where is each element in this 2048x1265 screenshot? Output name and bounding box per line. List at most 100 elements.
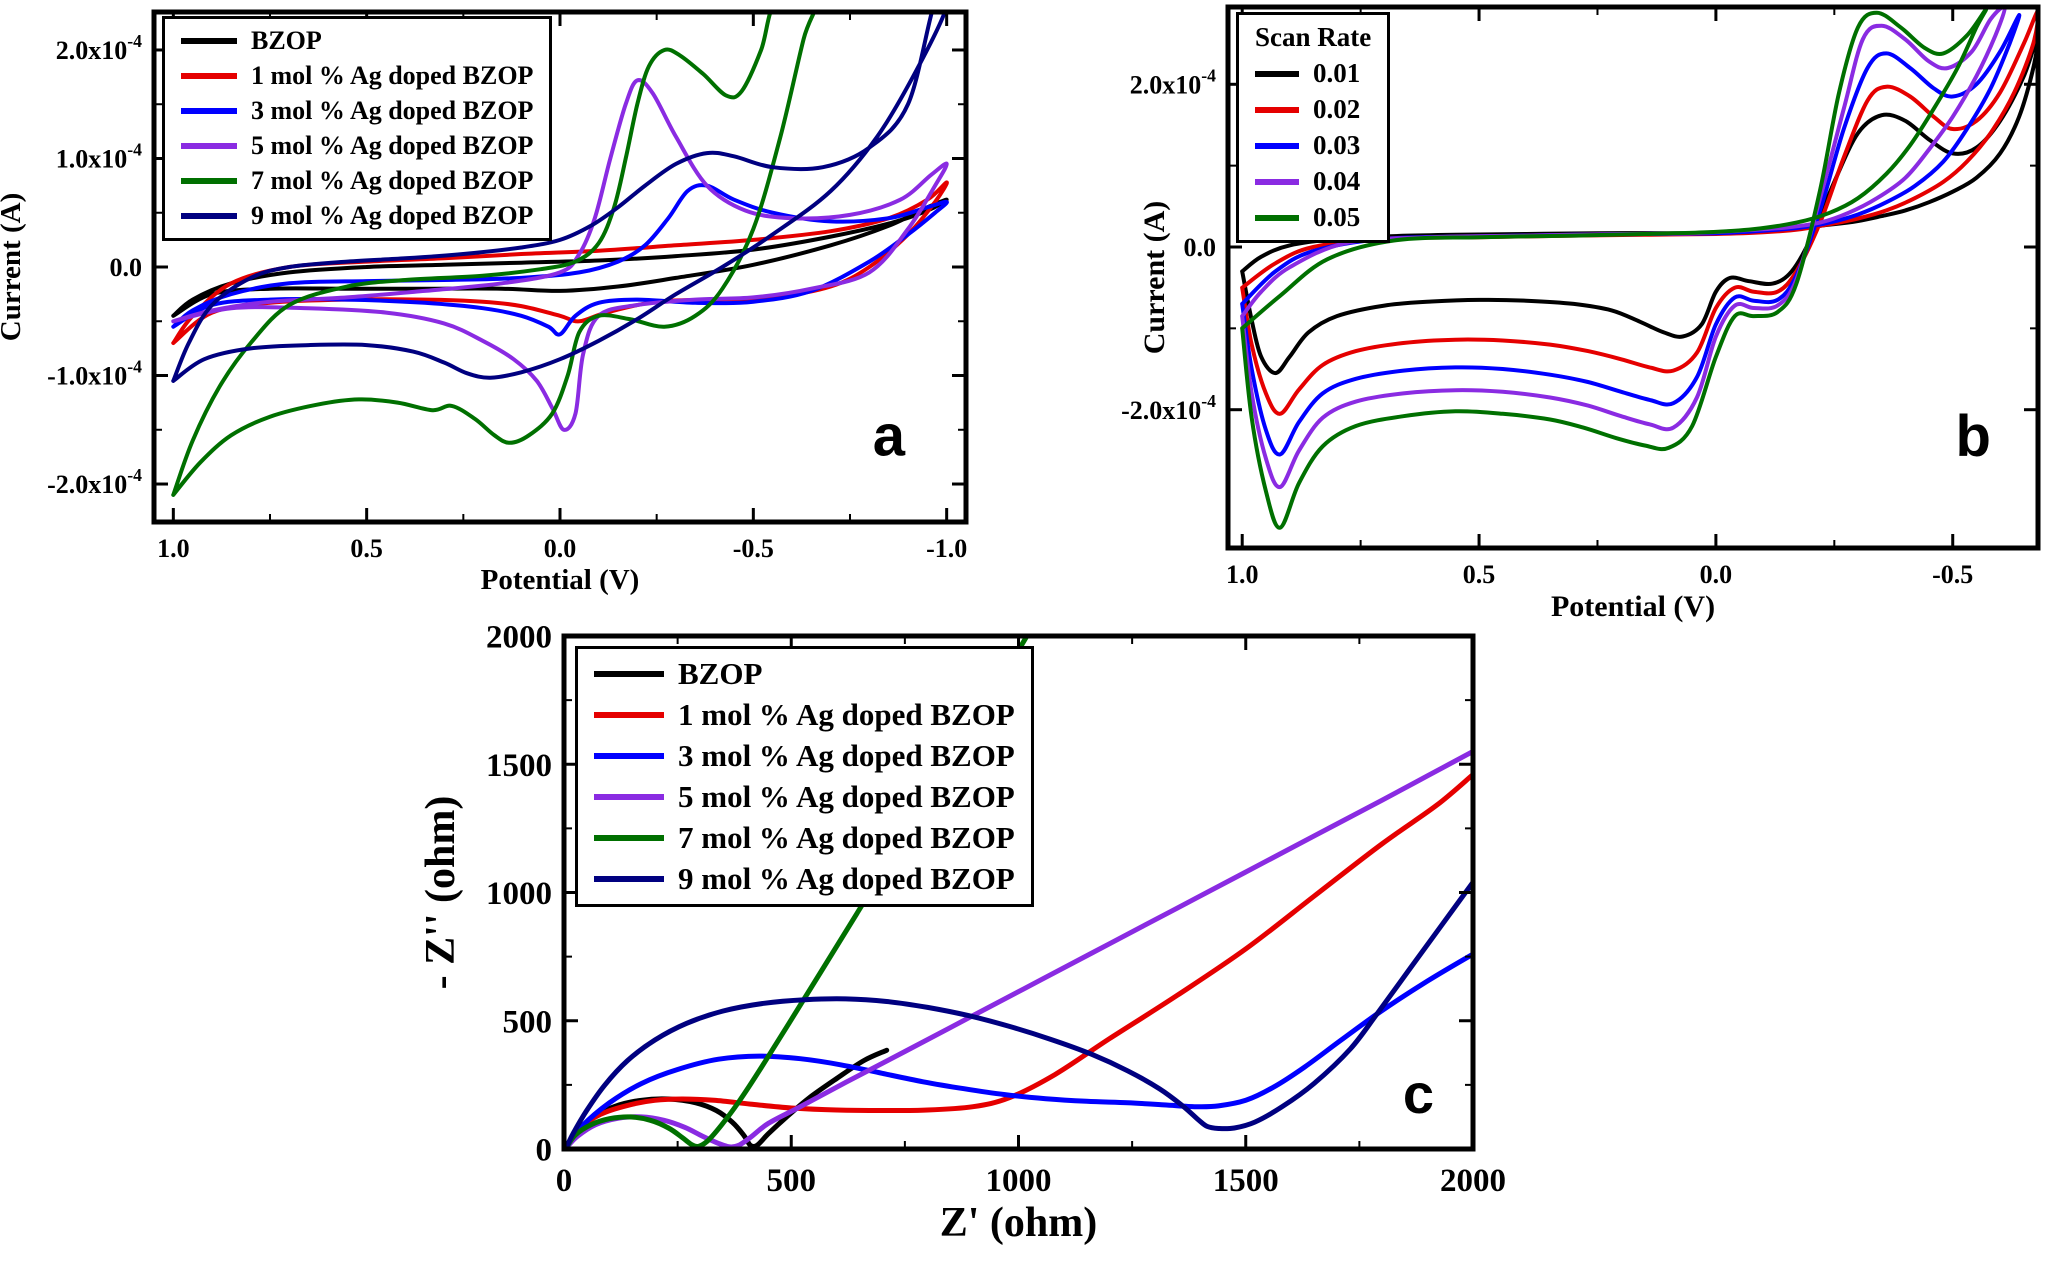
legend-entry-label: 0.02 bbox=[1313, 94, 1361, 124]
legend-entry-label: 1 mol % Ag doped BZOP bbox=[678, 697, 1015, 732]
x-tick-label: 0.0 bbox=[1700, 560, 1733, 589]
x-tick-label: 0.5 bbox=[350, 534, 383, 563]
x-tick-label: -0.5 bbox=[733, 534, 774, 563]
legend-entry-3-mol-ag-doped-bzop: 3 mol % Ag doped BZOP bbox=[181, 96, 533, 126]
legend-line-sample bbox=[181, 213, 237, 219]
y-tick-label: -2.0x10-4 bbox=[47, 465, 142, 499]
legend-line-sample bbox=[1255, 70, 1299, 77]
legend-entry-0-03: 0.03 bbox=[1255, 130, 1371, 161]
x-tick-label: -0.5 bbox=[1932, 560, 1973, 589]
legend-line-sample bbox=[594, 794, 664, 800]
legend-c: BZOP 1 mol % Ag doped BZOP 3 mol % Ag dope… bbox=[575, 646, 1034, 907]
legend-line-sample bbox=[594, 876, 664, 882]
y-tick-label: -1.0x10-4 bbox=[47, 357, 142, 391]
legend-line-sample bbox=[181, 143, 237, 149]
legend-line-sample bbox=[594, 671, 664, 677]
x-tick-label: 1.0 bbox=[1226, 560, 1259, 589]
legend-entry-1-mol-ag-doped-bzop: 1 mol % Ag doped BZOP bbox=[181, 61, 533, 91]
panel-letter-c: c bbox=[1403, 1062, 1434, 1125]
series-9-mol-ag-doped-bzop bbox=[171, 12, 947, 383]
y-tick-label: 2000 bbox=[486, 620, 552, 656]
y-tick-label: 1500 bbox=[486, 748, 552, 784]
legend-entry-label: 9 mol % Ag doped BZOP bbox=[251, 201, 534, 230]
legend-line-sample bbox=[181, 73, 237, 79]
legend-line-sample bbox=[1255, 178, 1299, 185]
series-1-mol-ag-doped-bzop bbox=[564, 772, 1473, 1149]
legend-entry-label: 3 mol % Ag doped BZOP bbox=[678, 738, 1015, 773]
legend-entry-0-01: 0.01 bbox=[1255, 58, 1371, 89]
legend-entry-label: 7 mol % Ag doped BZOP bbox=[251, 166, 534, 195]
series-group bbox=[564, 636, 1473, 1149]
panel-letter-b: b bbox=[1955, 404, 1990, 469]
x-tick-label: 1000 bbox=[986, 1163, 1052, 1199]
legend-entry-7-mol-ag-doped-bzop: 7 mol % Ag doped BZOP bbox=[594, 820, 1015, 856]
legend-line-sample bbox=[1255, 214, 1299, 221]
y-tick-label: 500 bbox=[503, 1004, 553, 1040]
legend-entry-3-mol-ag-doped-bzop: 3 mol % Ag doped BZOP bbox=[594, 738, 1015, 774]
panel-b: 1.0 0.5 0.0 -0.5 2.0x10-4 0.0 -2.0x10-4 Potenti… bbox=[1121, 0, 2048, 640]
legend-entry-label: BZOP bbox=[678, 656, 763, 691]
x-tick-label: 500 bbox=[767, 1163, 817, 1199]
legend-entry-5-mol-ag-doped-bzop: 5 mol % Ag doped BZOP bbox=[181, 131, 533, 161]
y-tick-label: 1.0x10-4 bbox=[56, 140, 142, 174]
legend-line-sample bbox=[181, 178, 237, 184]
x-axis-title: Potential (V) bbox=[481, 564, 640, 596]
y-axis-title: - Z'' (ohm) bbox=[418, 796, 464, 990]
legend-line-sample bbox=[594, 753, 664, 759]
x-tick-label: 0.5 bbox=[1463, 560, 1496, 589]
plot-border bbox=[1225, 4, 2041, 551]
legend-entry-9-mol-ag-doped-bzop: 9 mol % Ag doped BZOP bbox=[181, 201, 533, 231]
legend-title-b: Scan Rate bbox=[1255, 22, 1372, 52]
x-axis-title: Z' (ohm) bbox=[940, 1200, 1098, 1246]
legend-entry-label: 1 mol % Ag doped BZOP bbox=[251, 61, 534, 90]
legend-line-sample bbox=[594, 712, 664, 718]
legend-entry-label: 9 mol % Ag doped BZOP bbox=[678, 861, 1015, 896]
panel-c: 0 500 1000 1500 2000 0 500 1000 1500 2000 Z' (ohm)… bbox=[418, 600, 1670, 1265]
series-group bbox=[1240, 7, 2038, 530]
y-axis-title: Current (A) bbox=[1138, 201, 1171, 355]
x-tick-label: 2000 bbox=[1440, 1163, 1506, 1199]
panel-c-plot: 0 500 1000 1500 2000 0 500 1000 1500 2000 Z' (ohm)… bbox=[418, 620, 1506, 1246]
legend-line-sample bbox=[181, 108, 237, 114]
legend-entry-label: 5 mol % Ag doped BZOP bbox=[678, 779, 1015, 814]
legend-line-sample bbox=[181, 38, 237, 44]
series-7-mol-ag-doped-bzop bbox=[171, 12, 817, 497]
panel-letter-a: a bbox=[873, 404, 906, 469]
legend-entry-7-mol-ag-doped-bzop: 7 mol % Ag doped BZOP bbox=[181, 166, 533, 196]
panel-b-plot: 1.0 0.5 0.0 -0.5 2.0x10-4 0.0 -2.0x10-4 Potenti… bbox=[1121, 4, 2041, 623]
legend-entry-0-04: 0.04 bbox=[1255, 166, 1371, 197]
x-tick-label: 1.0 bbox=[157, 534, 190, 563]
series-9-mol-ag-doped-bzop bbox=[564, 879, 1473, 1149]
legend-entry-label: 0.04 bbox=[1313, 166, 1361, 196]
x-tick-label: 0.0 bbox=[544, 534, 577, 563]
y-tick-label: 1000 bbox=[486, 876, 552, 912]
series-0-05 bbox=[1240, 7, 1989, 530]
legend-line-sample bbox=[1255, 142, 1299, 149]
legend-entry-bzop: BZOP bbox=[181, 26, 533, 56]
legend-entry-9-mol-ag-doped-bzop: 9 mol % Ag doped BZOP bbox=[594, 861, 1015, 897]
legend-entry-0-02: 0.02 bbox=[1255, 94, 1371, 125]
x-axis-title: Potential (V) bbox=[1551, 590, 1715, 623]
legend-line-sample bbox=[1255, 106, 1299, 113]
legend-entry-bzop: BZOP bbox=[594, 656, 1015, 692]
series-group bbox=[171, 12, 949, 497]
x-tick-label: -1.0 bbox=[926, 534, 967, 563]
legend-entry-0-05: 0.05 bbox=[1255, 202, 1371, 233]
legend-entry-label: 3 mol % Ag doped BZOP bbox=[251, 96, 534, 125]
y-tick-label: 0.0 bbox=[1184, 233, 1217, 262]
panel-a-plot: 1.0 0.5 0.0 -0.5 -1.0 2.0x10-4 1.0x10-4 0.0 -1.0… bbox=[0, 9, 969, 596]
legend-entry-label: 7 mol % Ag doped BZOP bbox=[678, 820, 1015, 855]
legend-entry-label: BZOP bbox=[251, 26, 322, 55]
legend-entry-label: 0.05 bbox=[1313, 202, 1361, 232]
legend-b: Scan Rate 0.01 0.02 0.03 0.04 0.05 bbox=[1236, 12, 1391, 243]
legend-a: BZOP 1 mol % Ag doped BZOP 3 mol % Ag dope… bbox=[162, 16, 553, 241]
legend-entry-1-mol-ag-doped-bzop: 1 mol % Ag doped BZOP bbox=[594, 697, 1015, 733]
panel-a: 1.0 0.5 0.0 -0.5 -1.0 2.0x10-4 1.0x10-4 0.0 -1.0… bbox=[0, 0, 1040, 632]
y-tick-label: 2.0x10-4 bbox=[56, 31, 142, 65]
series-3-mol-ag-doped-bzop bbox=[171, 183, 949, 337]
y-tick-label: 0.0 bbox=[110, 253, 143, 282]
legend-entry-label: 0.01 bbox=[1313, 58, 1361, 88]
y-tick-label: 2.0x10-4 bbox=[1130, 65, 1216, 99]
legend-line-sample bbox=[594, 835, 664, 841]
